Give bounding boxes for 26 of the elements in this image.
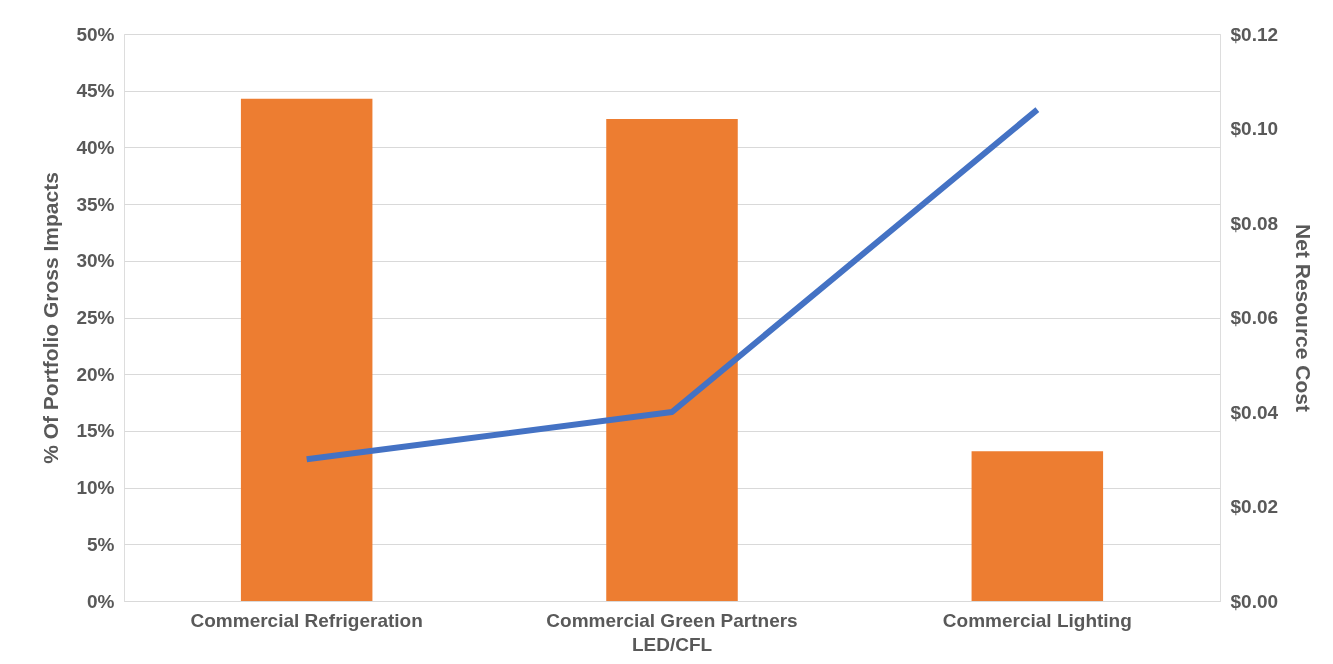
bar: [971, 451, 1104, 601]
bar: [240, 98, 373, 601]
y-tick-label: 25%: [76, 307, 115, 328]
bar: [606, 119, 738, 601]
y2-tick-label: $0.06: [1230, 307, 1279, 328]
y-tick-label: 0%: [87, 590, 115, 612]
x-tick-label: Commercial Refrigeration: [190, 609, 423, 631]
y2-tick-label: $0.12: [1230, 23, 1279, 45]
y2-tick-label: $0.10: [1230, 118, 1279, 139]
x-tick-label: Commercial Green Partners LED/CFL: [546, 609, 798, 655]
y-tick-label: 40%: [76, 136, 115, 158]
y-tick-label: 15%: [76, 420, 115, 442]
y2-tick-label: $0.02: [1230, 496, 1279, 517]
y2-axis-title: Net Resource Cost: [1292, 224, 1316, 412]
y-tick-label: 50%: [76, 23, 115, 45]
y-axis-title: % Of Portfolio Gross Impacts: [39, 172, 63, 464]
y-tick-label: 5%: [87, 533, 115, 555]
y2-tick-label: $0.00: [1230, 590, 1279, 612]
y2-tick-label: $0.08: [1230, 212, 1279, 234]
y-tick-label: 30%: [76, 250, 115, 272]
y-tick-label: 20%: [76, 363, 115, 385]
y-tick-label: 45%: [76, 80, 115, 102]
y-tick-label: 10%: [76, 477, 115, 499]
y-tick-label: 35%: [76, 193, 115, 215]
y2-tick-label: $0.04: [1230, 401, 1279, 423]
x-tick-label: Commercial Lighting: [942, 609, 1132, 631]
